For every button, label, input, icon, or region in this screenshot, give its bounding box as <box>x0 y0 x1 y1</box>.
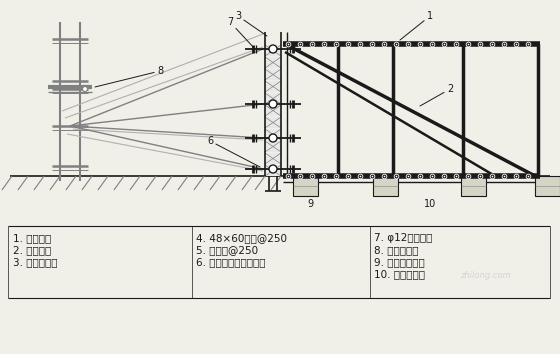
Bar <box>265 105 281 116</box>
Text: 10: 10 <box>424 199 436 209</box>
Text: 8: 8 <box>95 66 163 87</box>
Bar <box>265 93 281 104</box>
Bar <box>293 176 318 196</box>
Text: 10. 混凝土管框: 10. 混凝土管框 <box>374 269 425 279</box>
Text: 2: 2 <box>420 84 453 106</box>
Bar <box>265 165 281 176</box>
Text: 4. 48×60木方@250: 4. 48×60木方@250 <box>196 233 287 243</box>
Text: zhilong.com: zhilong.com <box>460 271 511 280</box>
Text: 1: 1 <box>400 11 433 40</box>
Text: 9. 混凝土垫层面: 9. 混凝土垫层面 <box>374 257 424 267</box>
Text: 3. 双面覆膜板: 3. 双面覆膜板 <box>13 257 58 267</box>
Bar <box>265 153 281 164</box>
Bar <box>265 117 281 128</box>
Bar <box>535 176 560 196</box>
Text: 8. 脚手管支撑: 8. 脚手管支撑 <box>374 245 418 255</box>
Bar <box>265 69 281 80</box>
Circle shape <box>269 134 277 142</box>
Circle shape <box>269 45 277 53</box>
Text: 3: 3 <box>235 11 267 36</box>
Circle shape <box>82 86 87 91</box>
Bar <box>265 45 281 56</box>
Text: 7. φ12对拉螺栓: 7. φ12对拉螺栓 <box>374 233 432 243</box>
Circle shape <box>269 165 277 173</box>
Bar <box>265 81 281 92</box>
Bar <box>265 57 281 68</box>
Circle shape <box>269 100 277 108</box>
Bar <box>265 129 281 140</box>
Text: 2. 钉筋支架: 2. 钉筋支架 <box>13 245 52 255</box>
Text: 5. 脚手管@250: 5. 脚手管@250 <box>196 245 258 255</box>
Bar <box>265 141 281 152</box>
Text: 9: 9 <box>307 199 313 209</box>
Text: 1. 受力钉筋: 1. 受力钉筋 <box>13 233 52 243</box>
Text: 6. 脚手管（横向围檁）: 6. 脚手管（横向围檁） <box>196 257 265 267</box>
Bar <box>461 176 486 196</box>
Text: 7: 7 <box>227 17 255 49</box>
Text: 6: 6 <box>207 136 260 167</box>
Bar <box>373 176 398 196</box>
